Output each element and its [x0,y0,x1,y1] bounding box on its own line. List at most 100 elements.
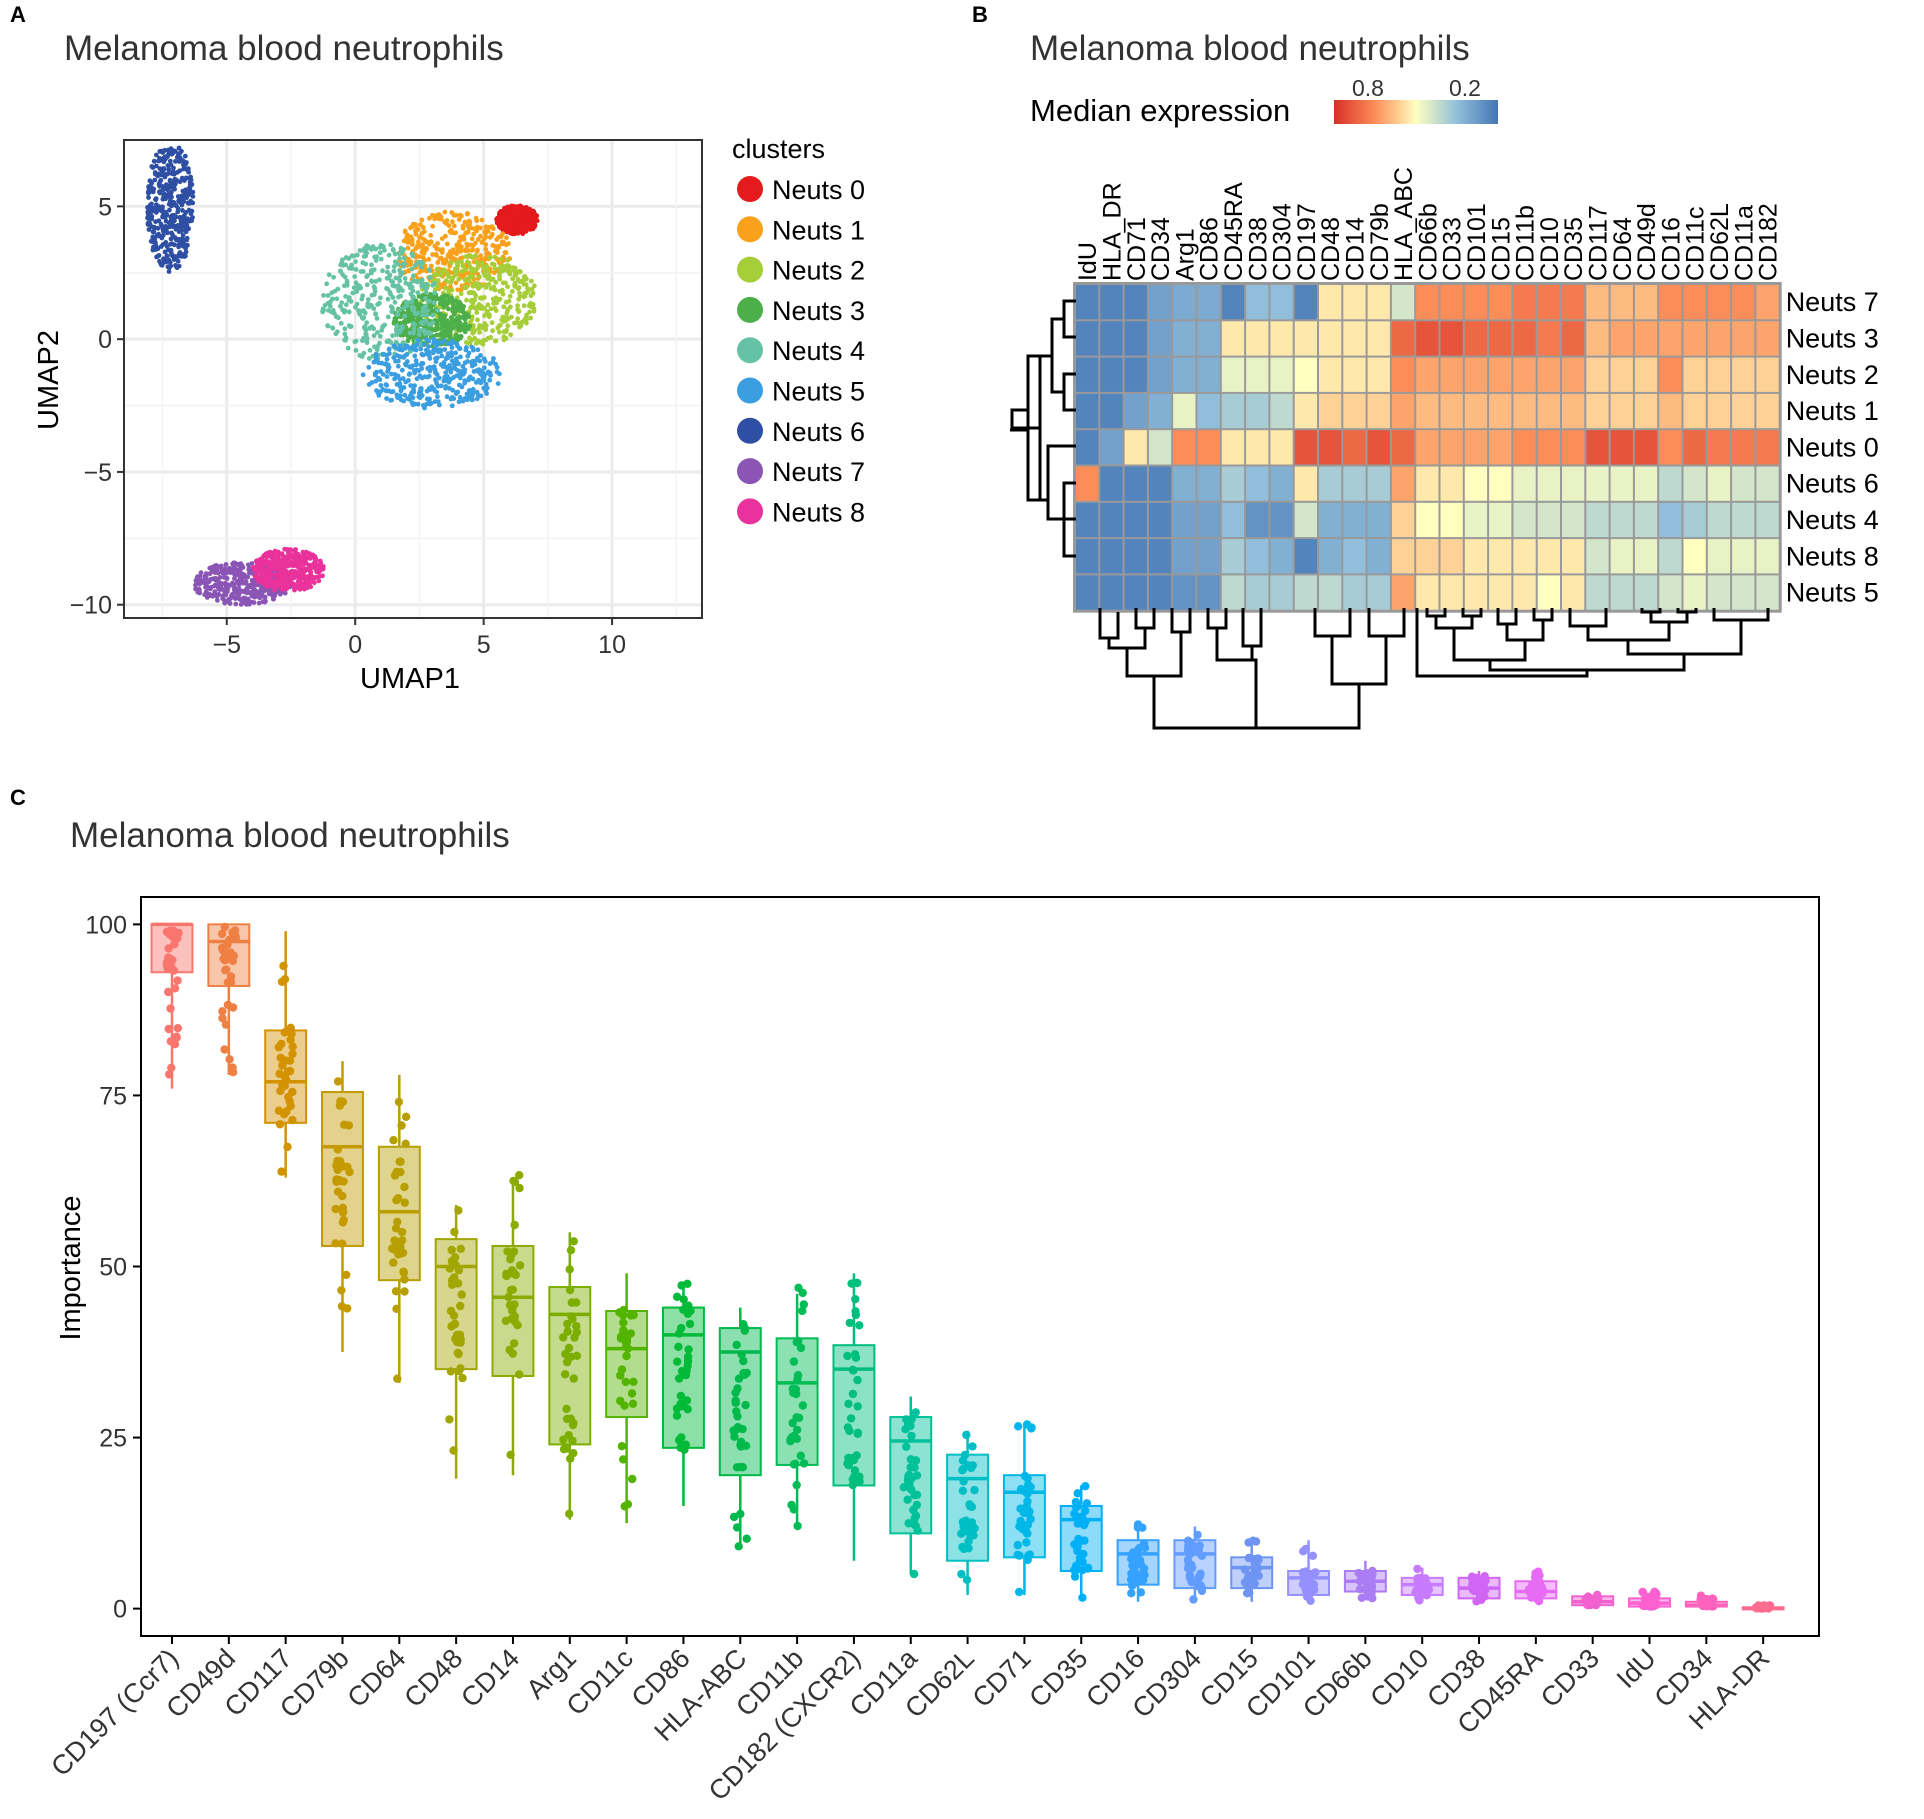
umap-point [493,338,499,344]
importance-point [843,1351,852,1361]
umap-point [265,554,270,559]
importance-point [445,1415,454,1424]
importance-point [617,1365,627,1374]
umap-point [471,298,476,304]
umap-point [513,272,519,278]
heatmap-row-label: Neuts 6 [1786,469,1879,499]
heatmap-cell [1707,393,1731,429]
importance-point [394,1097,404,1107]
umap-point [485,268,490,274]
umap-point [386,366,391,372]
umap-point [214,594,220,599]
importance-point [683,1352,693,1362]
heatmap-cell [1513,393,1536,429]
umap-point [240,575,245,581]
importance-point [1072,1512,1081,1521]
umap-point [506,241,511,247]
heatmap-cell [1294,575,1317,610]
heatmap-cell [1197,285,1220,320]
umap-point [483,242,489,247]
umap-point [443,278,449,284]
importance-point [223,940,232,949]
umap-point [497,211,502,217]
umap-point [366,304,372,310]
umap-point [458,369,464,374]
importance-point [170,940,179,949]
umap-point [430,282,436,288]
importance-point [683,1309,693,1319]
umap-point [415,279,420,285]
umap-point [426,322,432,327]
importance-point [338,1208,348,1217]
heatmap-cell [1756,393,1779,429]
importance-point [566,1246,576,1255]
umap-point [493,280,499,285]
umap-point [421,403,426,408]
importance-point [957,1569,966,1579]
umap-point [390,333,395,338]
importance-point [674,1436,684,1445]
umap-point [421,328,427,333]
importance-point [457,1290,466,1299]
heatmap-cell [1464,466,1488,501]
importance-point [1135,1556,1144,1565]
umap-point [175,258,181,264]
heatmap-cell [1221,575,1245,610]
heatmap-cell [1610,357,1633,392]
umap-point [477,274,482,280]
importance-point [1015,1587,1024,1597]
umap-point [434,325,440,331]
importance-point [391,1287,401,1296]
umap-point [360,372,366,378]
umap-point [253,582,259,588]
umap-point [497,276,502,282]
umap-point [274,558,280,564]
umap-point [444,378,449,384]
umap-point [340,262,346,268]
umap-x-tick-label: −5 [212,631,241,659]
importance-point [741,1400,750,1410]
umap-point [483,285,489,290]
umap-point [223,570,229,576]
heatmap-cell [1343,321,1366,356]
umap-point [397,278,403,284]
heatmap-cell [1756,430,1779,465]
umap-point [509,289,515,294]
umap-point [172,186,178,192]
umap-point [401,255,407,261]
umap-point [477,330,482,335]
umap-point [441,258,446,263]
umap-point [424,351,429,357]
umap-point [351,285,357,291]
importance-point [445,1264,455,1273]
heatmap-cell [1513,575,1536,610]
importance-point [450,1227,459,1237]
umap-point [431,340,436,346]
umap-point [451,325,456,331]
umap-point [348,324,354,329]
importance-point [1301,1544,1311,1554]
umap-point [391,248,396,254]
umap-point [497,371,502,377]
umap-point [472,268,478,274]
importance-point [280,975,290,984]
heatmap-cell [1173,539,1196,574]
umap-point [406,378,411,383]
heatmap-cell [1732,393,1755,429]
importance-point [1414,1574,1424,1583]
importance-point [1136,1588,1146,1597]
importance-y-tick-label: 0 [113,1596,127,1624]
heatmap-cell [1246,357,1269,392]
umap-point [501,334,507,340]
umap-point [442,219,448,225]
umap-point [256,600,262,606]
umap-point [432,367,438,373]
umap-point [526,216,531,222]
umap-point [466,278,472,284]
heatmap-cell [1270,539,1293,574]
importance-point [789,1388,798,1398]
umap-legend-label: Neuts 3 [772,296,865,326]
umap-point [311,580,317,586]
heatmap-cell [1416,466,1439,501]
